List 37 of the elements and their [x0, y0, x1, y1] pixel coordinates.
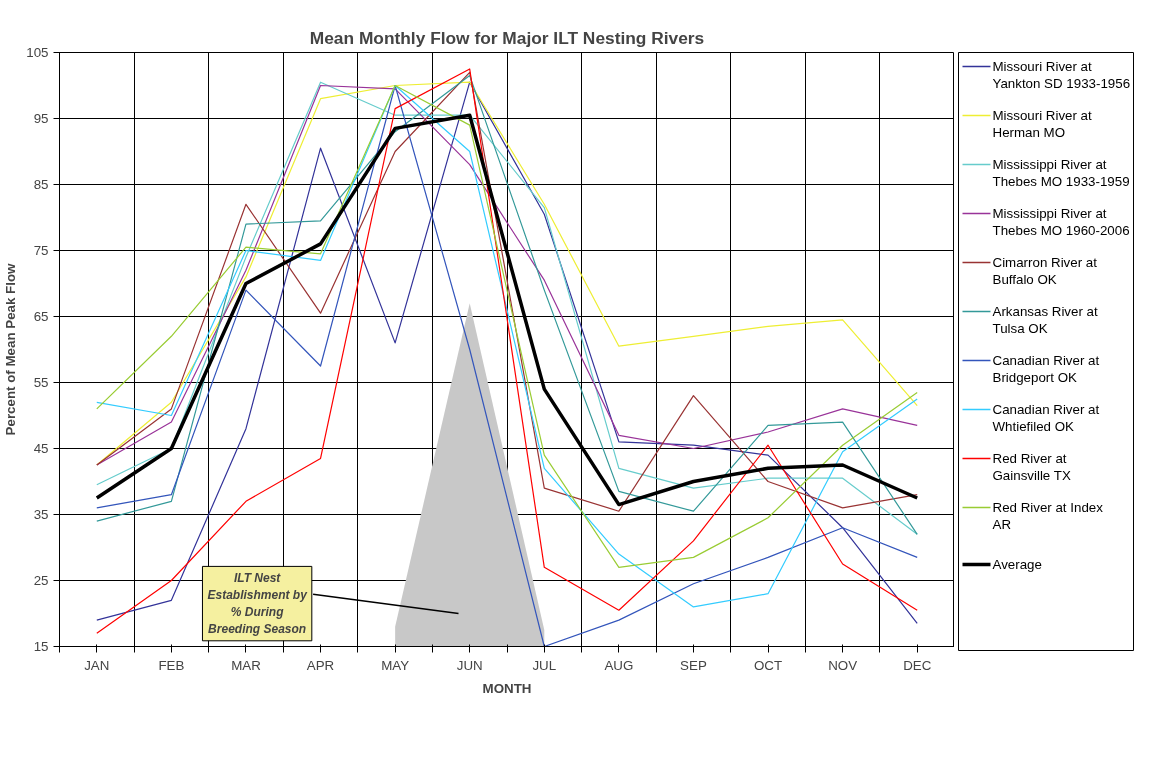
y-tick-label: 95 [33, 111, 49, 126]
x-tick-label: AUG [604, 657, 634, 673]
legend-label: Red River at Gainsville TX [992, 450, 1071, 483]
y-tick-label: 105 [26, 45, 49, 60]
y-tick-label: 35 [33, 507, 49, 522]
y-tick-label: 45 [33, 441, 49, 456]
legend-label: Mississippi River at Thebes MO 1933-1959 [992, 156, 1130, 189]
annotation: ILT Nest Establishment by % During Breeding Season [207, 571, 309, 636]
x-tick-label: OCT [753, 657, 783, 673]
legend-label: Red River at Index AR [992, 499, 1104, 532]
y-tick-label: 85 [33, 177, 49, 192]
x-tick-label: DEC [903, 657, 932, 673]
y-tick-label: 65 [33, 309, 49, 324]
legend-label: Missouri River at Herman MO [992, 107, 1093, 140]
x-tick-label: NOV [828, 657, 858, 673]
legend-label: Cimarron River at Buffalo OK [992, 254, 1098, 287]
x-tick-label: JUL [532, 657, 557, 673]
x-tick-label: APR [306, 657, 335, 673]
y-tick-label: 15 [33, 639, 49, 654]
y-tick-label: 75 [33, 243, 49, 258]
x-tick-label: MAR [231, 657, 261, 673]
legend-label: Canadian River at Bridgeport OK [992, 352, 1100, 385]
x-axis-title: MONTH [482, 680, 532, 696]
x-tick-label: MAY [381, 657, 410, 673]
y-tick-label: 25 [33, 573, 49, 588]
x-tick-label: JAN [84, 657, 110, 673]
legend-label: Average [992, 556, 1042, 572]
legend-label: Canadian River at Whtiefiled OK [992, 401, 1100, 434]
legend-label: Mississippi River at Thebes MO 1960-2006 [992, 205, 1130, 238]
x-tick-label: JUN [456, 657, 483, 673]
chart-title: Mean Monthly Flow for Major ILT Nesting Rivers [309, 27, 705, 48]
y-tick-label: 55 [33, 375, 49, 390]
legend-label: Missouri River at Yankton SD 1933-1956 [992, 58, 1131, 91]
x-tick-label: FEB [158, 657, 185, 673]
y-axis-title: Percent of Mean Peak Flow [3, 262, 19, 436]
x-tick-label: SEP [680, 657, 707, 673]
legend-label: Arkansas River at Tulsa OK [992, 303, 1098, 336]
